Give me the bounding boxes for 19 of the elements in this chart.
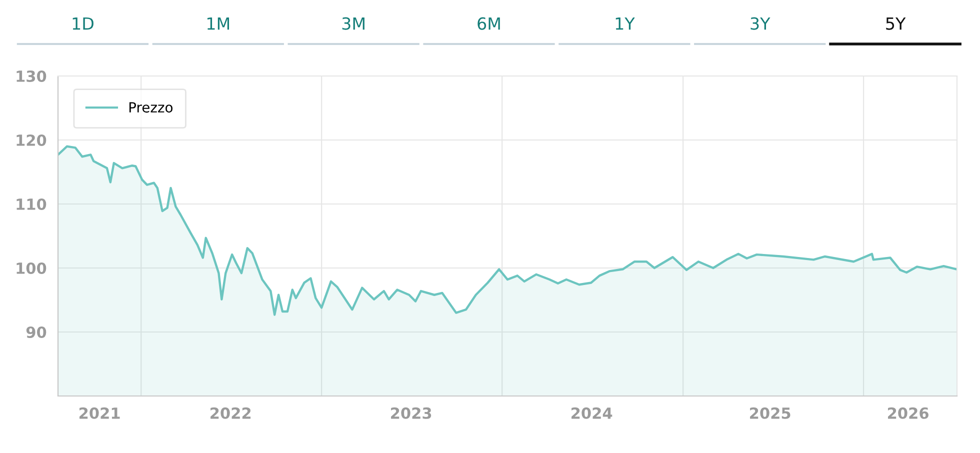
y-tick-label: 120 <box>16 134 46 146</box>
text: 3Y <box>750 17 770 30</box>
legend-label: Prezzo <box>129 102 172 113</box>
y-tick-label: 130 <box>16 70 46 82</box>
y-tick-label: 110 <box>16 198 46 210</box>
text: 1M <box>207 17 230 30</box>
text: 5Y <box>886 17 906 30</box>
x-tick-label: 2024 <box>572 407 612 419</box>
text: 3M <box>342 17 364 30</box>
x-tick-label: 2021 <box>79 407 120 419</box>
y-tick-label: 90 <box>26 326 46 338</box>
x-tick-label: 2026 <box>888 407 928 419</box>
text: 1D <box>72 17 94 30</box>
text: 1Y <box>616 17 635 30</box>
x-tick-label: 2023 <box>391 407 432 419</box>
text: 6M <box>478 17 500 30</box>
x-tick-label: 2025 <box>750 407 790 419</box>
y-tick-label: 100 <box>16 262 46 274</box>
x-tick-label: 2022 <box>210 407 251 419</box>
